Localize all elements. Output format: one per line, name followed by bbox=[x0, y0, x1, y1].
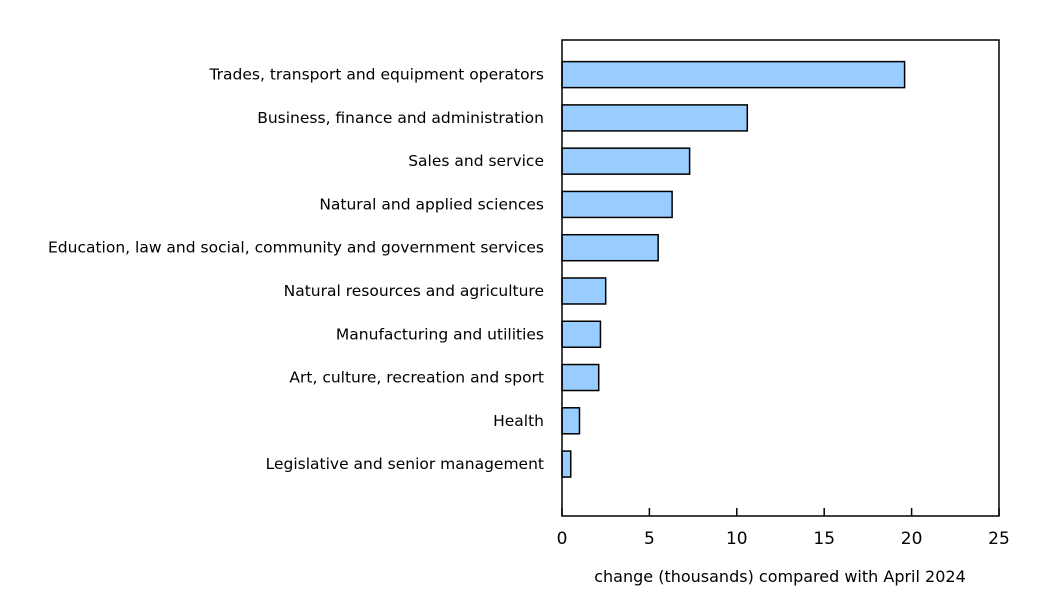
bar bbox=[561, 60, 906, 89]
category-label: Trades, transport and equipment operator… bbox=[208, 66, 544, 84]
bar bbox=[561, 450, 572, 478]
bar bbox=[561, 190, 673, 219]
bar bbox=[561, 104, 749, 132]
category-label: Education, law and social, community and… bbox=[48, 239, 544, 257]
category-label: Business, finance and administration bbox=[257, 109, 544, 127]
bar bbox=[561, 320, 602, 349]
bar bbox=[561, 407, 581, 435]
category-label: Natural resources and agriculture bbox=[284, 282, 544, 300]
category-label: Sales and service bbox=[408, 152, 544, 170]
bar bbox=[561, 277, 607, 305]
category-label: Health bbox=[493, 412, 544, 430]
bar bbox=[561, 233, 659, 262]
x-tick-label: 25 bbox=[988, 529, 1010, 549]
category-label: Art, culture, recreation and sport bbox=[289, 369, 544, 387]
category-label: Natural and applied sciences bbox=[319, 195, 544, 213]
x-tick-label: 15 bbox=[813, 529, 835, 549]
category-label: Legislative and senior management bbox=[266, 455, 544, 473]
category-label: Manufacturing and utilities bbox=[336, 325, 544, 343]
x-axis-label: change (thousands) compared with April 2… bbox=[594, 567, 966, 586]
bar bbox=[561, 147, 691, 175]
x-tick-label: 5 bbox=[644, 529, 655, 549]
plot-frame bbox=[561, 39, 1000, 517]
x-tick-label: 10 bbox=[726, 529, 748, 549]
x-tick-label: 20 bbox=[901, 529, 923, 549]
x-tick-label: 0 bbox=[557, 529, 568, 549]
bar bbox=[561, 363, 600, 392]
